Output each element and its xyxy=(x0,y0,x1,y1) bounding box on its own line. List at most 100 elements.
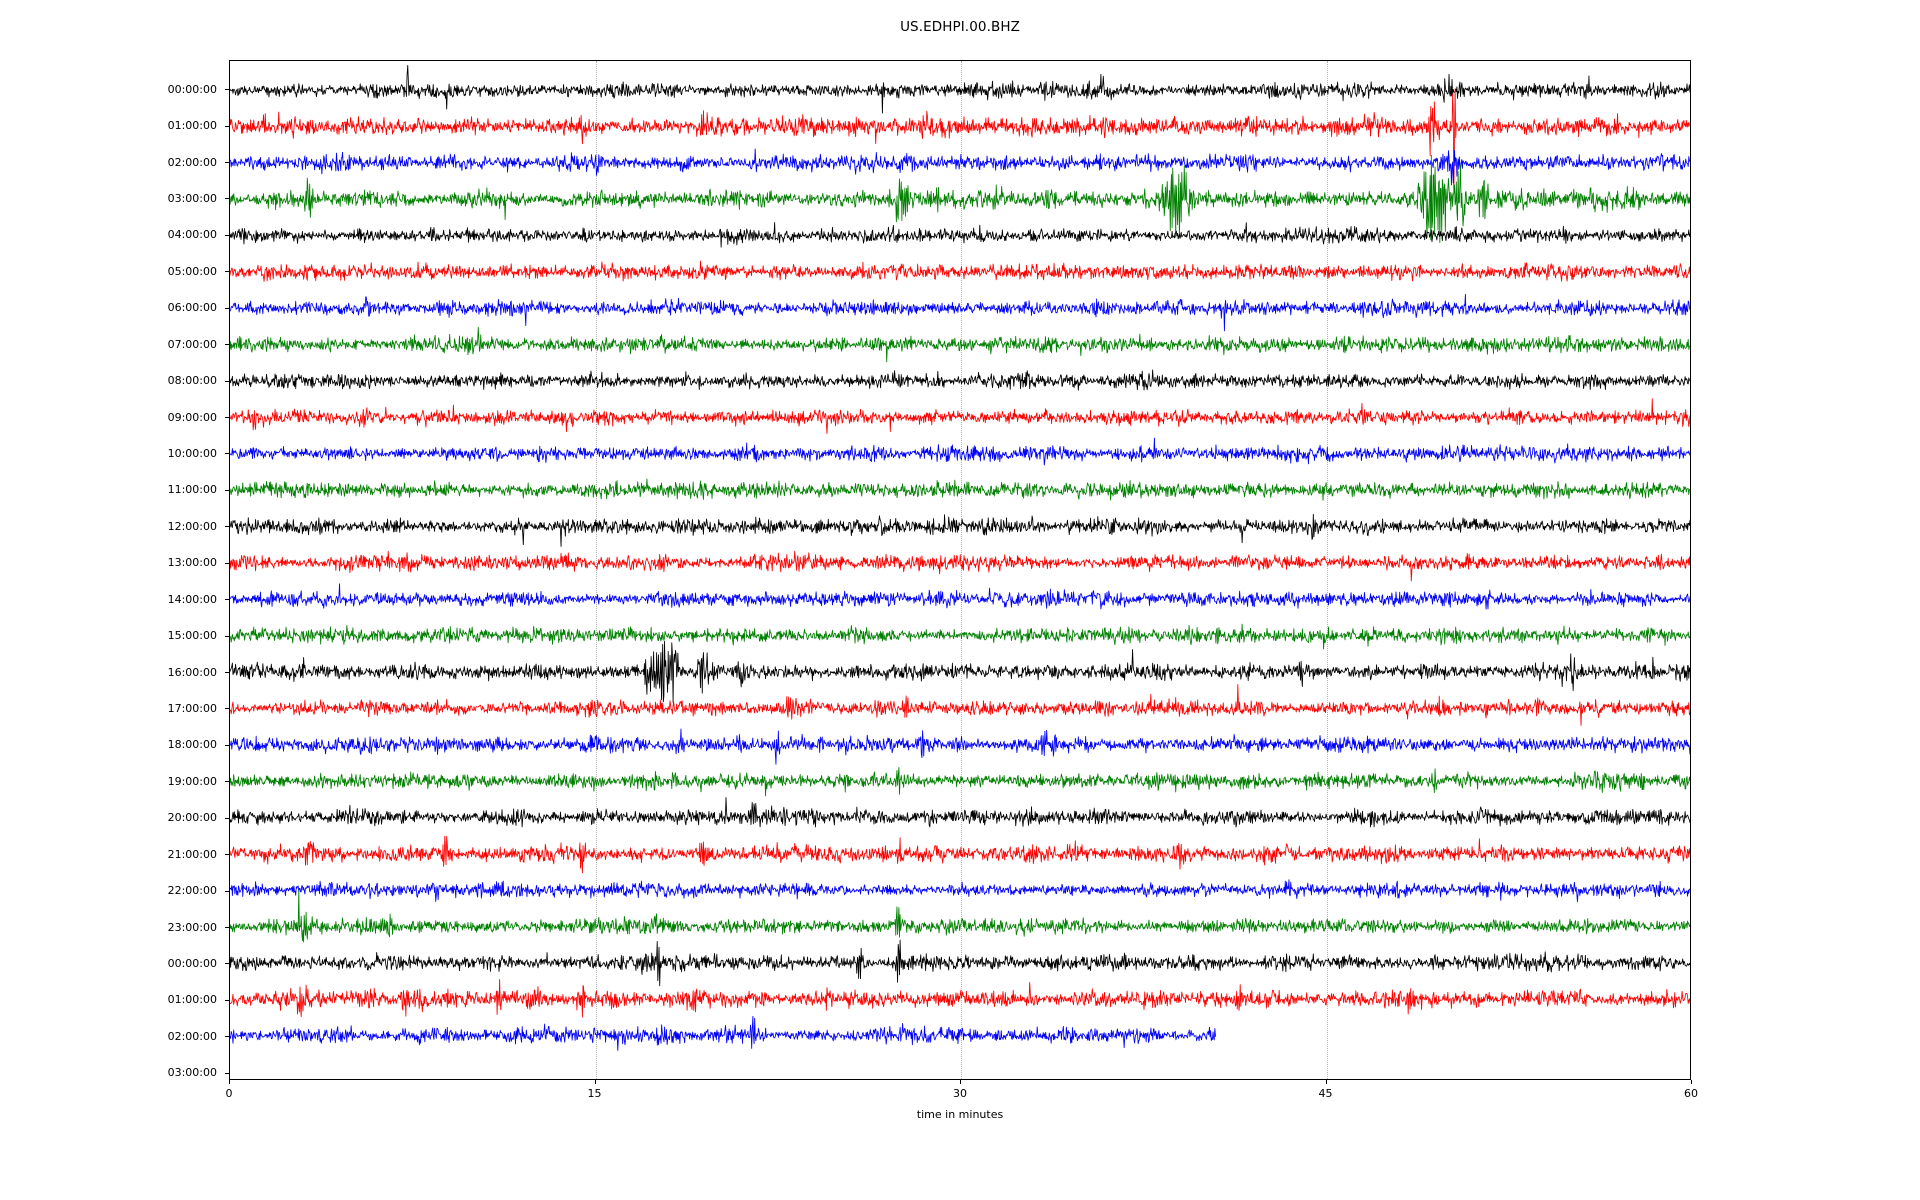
trace-row-0 xyxy=(230,65,1690,113)
x-tick-mark-0 xyxy=(229,1080,230,1084)
trace-row-17 xyxy=(230,684,1690,725)
trace-row-21 xyxy=(230,836,1690,873)
trace-row-19 xyxy=(230,767,1690,796)
plot-area[interactable] xyxy=(229,60,1691,1080)
y-tick-label-13: 13:00:00 xyxy=(167,556,217,570)
trace-row-9 xyxy=(230,399,1690,434)
y-tick-mark-26 xyxy=(225,1036,229,1038)
y-tick-mark-16 xyxy=(225,672,229,673)
y-tick-mark-27 xyxy=(225,1072,229,1074)
y-tick-label-3: 03:00:00 xyxy=(167,191,217,205)
trace-row-22 xyxy=(230,880,1690,902)
x-tick-mark-30 xyxy=(960,1080,961,1084)
y-tick-mark-22 xyxy=(225,890,229,892)
trace-layer xyxy=(230,61,1690,1079)
x-tick-mark-60 xyxy=(1691,1080,1692,1084)
trace-row-13 xyxy=(230,551,1690,581)
x-tick-label-60: 60 xyxy=(1684,1087,1698,1100)
y-tick-mark-4 xyxy=(225,234,229,236)
page-title: US.EDHPI.00.BHZ xyxy=(900,19,1020,35)
y-tick-label-25: 01:00:00 xyxy=(167,993,217,1007)
trace-row-26 xyxy=(230,1016,1216,1050)
trace-row-6 xyxy=(230,294,1690,331)
y-tick-label-4: 04:00:00 xyxy=(167,228,217,242)
y-tick-label-20: 20:00:00 xyxy=(167,811,217,825)
y-tick-label-17: 17:00:00 xyxy=(167,701,217,715)
y-tick-mark-6 xyxy=(225,307,229,309)
y-tick-label-6: 06:00:00 xyxy=(167,301,217,315)
y-tick-label-5: 05:00:00 xyxy=(167,264,217,278)
y-tick-label-8: 08:00:00 xyxy=(167,374,217,388)
grid-layer xyxy=(230,61,1690,1079)
y-tick-label-19: 19:00:00 xyxy=(167,774,217,788)
y-tick-label-26: 02:00:00 xyxy=(167,1029,217,1043)
y-tick-label-16: 16:00:00 xyxy=(167,665,217,679)
y-tick-mark-8 xyxy=(225,380,229,382)
trace-row-23 xyxy=(230,890,1690,942)
y-tick-label-18: 18:00:00 xyxy=(167,738,217,752)
trace-row-25 xyxy=(230,979,1690,1017)
trace-row-1 xyxy=(230,89,1690,193)
y-tick-mark-13 xyxy=(225,562,229,564)
y-tick-label-12: 12:00:00 xyxy=(167,519,217,533)
grid-line-x-15 xyxy=(595,61,597,1079)
trace-row-18 xyxy=(230,729,1690,764)
y-tick-mark-0 xyxy=(225,89,229,91)
y-tick-mark-24 xyxy=(225,963,229,965)
trace-row-12 xyxy=(230,514,1690,546)
y-tick-label-24: 00:00:00 xyxy=(167,956,217,970)
y-tick-label-2: 02:00:00 xyxy=(167,155,217,169)
trace-row-11 xyxy=(230,479,1690,500)
y-tick-label-10: 10:00:00 xyxy=(167,446,217,460)
y-tick-label-1: 01:00:00 xyxy=(167,119,217,133)
x-tick-mark-45 xyxy=(1325,1080,1327,1084)
trace-row-5 xyxy=(230,261,1690,281)
y-tick-label-0: 00:00:00 xyxy=(167,82,217,96)
trace-row-10 xyxy=(230,438,1690,465)
y-tick-mark-14 xyxy=(225,599,229,601)
trace-row-16 xyxy=(230,641,1690,702)
trace-row-24 xyxy=(230,940,1690,986)
y-tick-mark-15 xyxy=(225,635,229,637)
trace-row-8 xyxy=(230,370,1690,390)
y-tick-label-9: 09:00:00 xyxy=(167,410,217,424)
trace-row-7 xyxy=(230,327,1690,362)
x-tick-label-0: 0 xyxy=(225,1087,233,1100)
x-axis-label: time in minutes xyxy=(916,1108,1004,1121)
y-tick-label-27: 03:00:00 xyxy=(167,1066,217,1080)
y-tick-mark-5 xyxy=(225,271,229,273)
y-tick-label-15: 15:00:00 xyxy=(167,629,217,643)
x-tick-label-30: 30 xyxy=(953,1087,967,1100)
trace-row-4 xyxy=(230,223,1690,248)
y-tick-mark-23 xyxy=(225,927,229,928)
y-tick-mark-9 xyxy=(225,417,229,418)
y-tick-mark-1 xyxy=(225,125,229,127)
x-tick-label-45: 45 xyxy=(1318,1087,1333,1100)
trace-row-2 xyxy=(230,149,1690,185)
y-tick-label-21: 21:00:00 xyxy=(167,847,217,861)
y-tick-mark-11 xyxy=(225,489,229,491)
y-tick-mark-7 xyxy=(225,344,229,346)
y-tick-mark-12 xyxy=(225,526,229,528)
grid-line-x-45 xyxy=(1326,61,1328,1079)
y-tick-label-22: 22:00:00 xyxy=(167,884,217,898)
y-tick-label-11: 11:00:00 xyxy=(167,483,217,497)
y-tick-mark-10 xyxy=(225,453,229,455)
y-tick-label-14: 14:00:00 xyxy=(167,592,217,606)
grid-line-x-30 xyxy=(961,61,962,1079)
y-tick-mark-21 xyxy=(225,854,229,856)
trace-row-14 xyxy=(230,584,1690,609)
y-tick-label-7: 07:00:00 xyxy=(167,337,217,351)
trace-row-20 xyxy=(230,798,1690,827)
y-tick-mark-17 xyxy=(225,708,229,710)
y-tick-label-23: 23:00:00 xyxy=(167,920,217,934)
y-tick-mark-19 xyxy=(225,781,229,783)
y-tick-mark-25 xyxy=(225,999,229,1001)
x-tick-label-15: 15 xyxy=(587,1087,602,1100)
x-tick-mark-15 xyxy=(594,1080,596,1084)
y-tick-mark-18 xyxy=(225,744,229,746)
trace-row-15 xyxy=(230,624,1690,649)
y-tick-mark-3 xyxy=(225,198,229,200)
y-tick-mark-20 xyxy=(225,817,229,819)
